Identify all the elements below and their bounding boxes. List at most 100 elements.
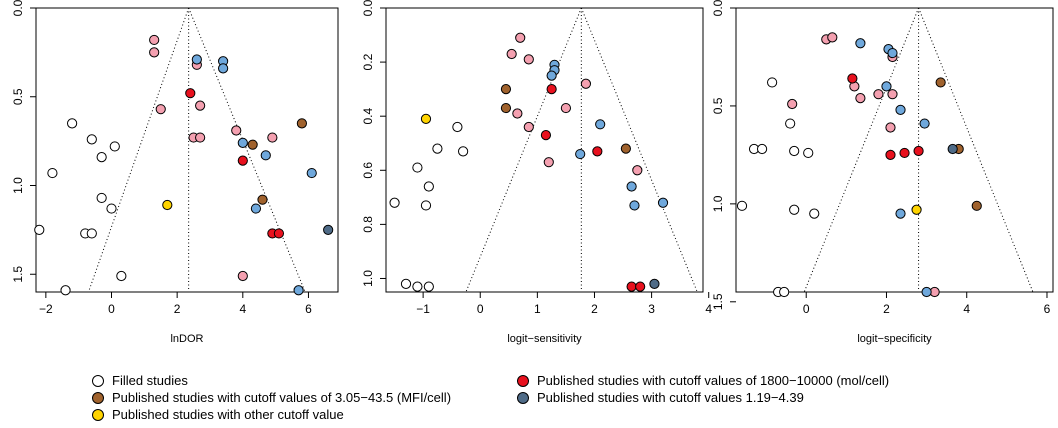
legend-label: Published studies with cutoff values 1.1… xyxy=(537,390,804,405)
data-point xyxy=(412,281,423,292)
data-point xyxy=(523,121,534,133)
data-point xyxy=(935,77,946,88)
data-point xyxy=(947,143,958,155)
x-tick-label: 4 xyxy=(705,302,712,316)
data-point xyxy=(756,143,768,155)
data-point xyxy=(389,197,400,208)
data-point xyxy=(881,81,892,92)
data-point xyxy=(109,141,120,152)
data-point xyxy=(592,146,603,157)
data-point xyxy=(231,125,242,136)
data-point xyxy=(827,32,838,43)
data-point xyxy=(847,73,858,84)
data-point xyxy=(560,102,572,114)
data-point xyxy=(595,119,606,130)
data-point xyxy=(546,84,557,95)
data-point xyxy=(779,286,790,298)
legend-item-red: Published studies with cutoff values of … xyxy=(517,373,889,388)
y-tick-label: 1.0 xyxy=(11,177,25,194)
data-point xyxy=(247,139,258,150)
legend-marker-brown-icon xyxy=(92,391,104,404)
y-tick-label: 0.8 xyxy=(361,216,375,233)
data-point xyxy=(432,143,443,154)
x-tick-label: 2 xyxy=(591,302,598,316)
data-point xyxy=(767,77,778,88)
data-point xyxy=(540,130,552,141)
data-point xyxy=(86,134,97,145)
funnel-right-line xyxy=(580,7,698,293)
legend-marker-yellow-icon xyxy=(92,408,104,421)
data-point xyxy=(293,285,304,296)
data-point xyxy=(250,203,262,214)
data-point xyxy=(785,118,796,129)
x-tick-label: 6 xyxy=(305,302,312,316)
data-point xyxy=(185,88,196,99)
data-point xyxy=(452,121,463,133)
data-point xyxy=(500,84,512,95)
y-tick-label: 1.0 xyxy=(711,195,725,212)
data-point xyxy=(237,155,248,166)
data-point xyxy=(237,270,248,282)
data-point xyxy=(629,200,640,211)
data-point xyxy=(523,54,534,65)
x-tick-label: 6 xyxy=(1044,302,1051,316)
x-tick-label: 1 xyxy=(534,302,541,316)
data-point xyxy=(106,203,117,214)
data-point xyxy=(885,122,896,133)
x-tick-label: 3 xyxy=(648,302,655,316)
data-point xyxy=(626,181,637,192)
data-point xyxy=(855,92,866,104)
y-tick-label: 1.5 xyxy=(11,266,25,283)
x-tick-label: 2 xyxy=(883,302,890,316)
data-point xyxy=(620,143,631,154)
data-point xyxy=(649,278,660,289)
data-point xyxy=(149,47,160,58)
data-point xyxy=(913,145,924,157)
plot-frame xyxy=(735,7,1054,293)
legend-marker-white-icon xyxy=(92,374,104,387)
data-point xyxy=(412,162,423,173)
data-point xyxy=(267,132,278,143)
data-point xyxy=(47,167,58,179)
data-point xyxy=(423,181,434,192)
legend-item-darkblue: Published studies with cutoff values 1.1… xyxy=(517,390,804,405)
data-point xyxy=(195,132,206,143)
data-point xyxy=(887,47,898,59)
data-point xyxy=(789,145,800,157)
x-tick-label: 0 xyxy=(477,302,484,316)
plot-frame xyxy=(35,7,339,293)
y-tick-label: 0.2 xyxy=(361,53,375,70)
data-point xyxy=(423,281,434,292)
data-point xyxy=(921,286,932,298)
data-point xyxy=(420,200,432,211)
data-point xyxy=(260,150,271,161)
data-point xyxy=(895,104,906,115)
x-tick-label: 4 xyxy=(963,302,970,316)
y-tick-label: 0.0 xyxy=(711,0,725,16)
data-point xyxy=(500,102,512,114)
y-tick-label: 1.5 xyxy=(711,293,725,310)
y-tick-label: 1.0 xyxy=(361,270,375,287)
data-point xyxy=(809,208,820,219)
data-point xyxy=(218,63,229,74)
legend-label: Published studies with other cutoff valu… xyxy=(112,407,344,422)
x-axis-label: logit−sensitivity xyxy=(507,333,582,345)
legend-item-brown: Published studies with cutoff values of … xyxy=(92,390,451,405)
data-point xyxy=(420,113,432,124)
data-point xyxy=(803,147,814,159)
legend-marker-red-icon xyxy=(517,374,529,387)
x-tick-label: 0 xyxy=(803,302,810,316)
data-point xyxy=(873,89,884,100)
data-point xyxy=(400,278,412,289)
data-point xyxy=(155,104,166,115)
data-point xyxy=(736,200,748,211)
data-point xyxy=(546,70,557,81)
data-point xyxy=(458,146,469,157)
x-tick-label: −2 xyxy=(39,302,53,316)
data-point xyxy=(789,204,800,215)
y-tick-label: 0.0 xyxy=(11,0,25,16)
legend-label: Published studies with cutoff values of … xyxy=(537,373,890,388)
legend-item-filled: Filled studies xyxy=(92,373,188,388)
plot-frame xyxy=(385,7,704,293)
